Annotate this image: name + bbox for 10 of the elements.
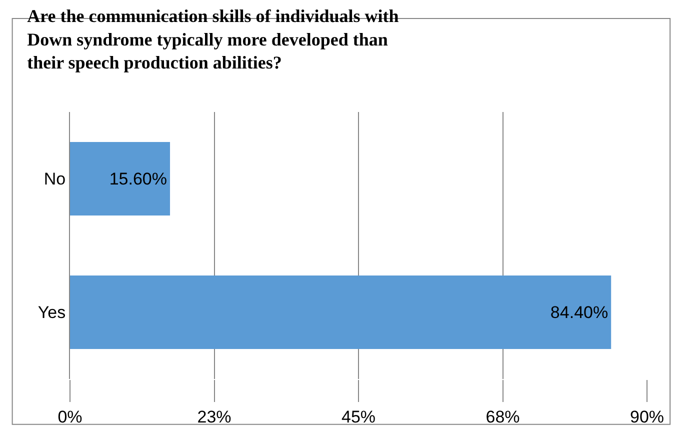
x-tick-label: 0%: [58, 407, 82, 426]
data-label: 15.60%: [109, 169, 168, 188]
x-tick-label: 45%: [341, 407, 376, 426]
data-label: 84.40%: [550, 302, 608, 322]
x-tick-label: 68%: [486, 407, 520, 426]
chart-title: Are the communication skills of individuals with Down syndrome typically more developed than their speech production abilities?: [27, 6, 399, 73]
y-tick-label: No: [44, 170, 66, 189]
x-tick-label: 90%: [630, 407, 664, 426]
y-tick-label: Yes: [38, 303, 66, 322]
x-tick-label: 23%: [197, 407, 232, 426]
